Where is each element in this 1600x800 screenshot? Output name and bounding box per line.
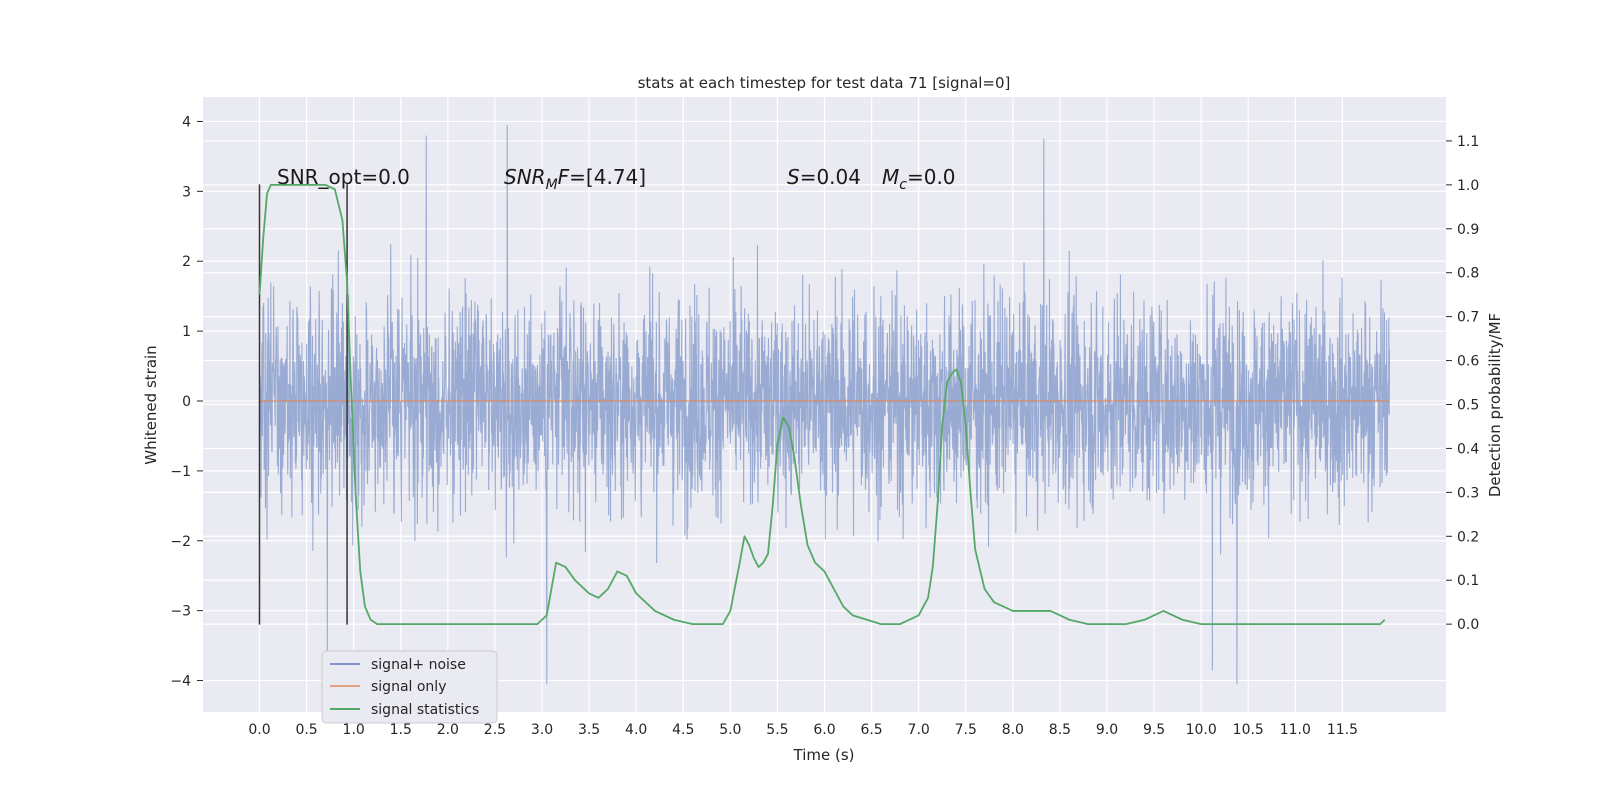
signal-noise-line <box>258 124 1391 685</box>
x-tick-label: 11.5 <box>1327 722 1358 738</box>
annotation-mc: Mc=0.0 <box>882 165 956 193</box>
x-tick-label: 3.5 <box>578 722 600 738</box>
y2-axis-label: Detection probability/MF <box>1486 313 1504 497</box>
s-value: =0.04 <box>800 165 861 189</box>
y2-tick-label: 0.3 <box>1457 485 1479 501</box>
x-tick-label: 8.5 <box>1049 722 1071 738</box>
y2-tick-label: 0.0 <box>1457 617 1479 633</box>
x-tick-label: 7.0 <box>908 722 930 738</box>
y-tick-label: −1 <box>170 464 191 480</box>
s-symbol: S <box>787 165 800 189</box>
annotation-snr-mf: SNRMF=[4.74] <box>504 165 646 193</box>
y2-tick-label: 0.5 <box>1457 398 1479 414</box>
legend-label-signal-statistics: signal statistics <box>371 702 479 718</box>
y-tick-label: 3 <box>182 184 191 200</box>
y-axis-label: Whitened strain <box>142 345 160 464</box>
chart-title: stats at each timestep for test data 71 … <box>638 74 1011 92</box>
y2-axis-ticks: 1.1 1.0 0.9 0.8 0.7 0.6 0.5 0.4 0.3 0.2 0.1 0.0 <box>1446 134 1479 633</box>
y2-tick-label: 0.6 <box>1457 354 1479 370</box>
x-axis-label: Time (s) <box>793 746 855 764</box>
annotation-snr-opt: SNR_opt=0.0 <box>277 165 410 189</box>
y2-tick-label: 0.8 <box>1457 266 1479 282</box>
x-tick-label: 4.5 <box>672 722 694 738</box>
y2-tick-label: 0.1 <box>1457 573 1479 589</box>
x-tick-label: 11.0 <box>1280 722 1311 738</box>
legend-box <box>321 650 498 724</box>
y2-tick-label: 1.1 <box>1457 134 1479 150</box>
y-tick-label: 2 <box>182 254 191 270</box>
signal-noise-series <box>258 124 1391 685</box>
legend-label-signal-noise: signal+ noise <box>371 657 466 673</box>
x-tick-label: 3.0 <box>531 722 553 738</box>
y2-tick-label: 1.0 <box>1457 178 1479 194</box>
mc-symbol: M <box>882 165 899 189</box>
signal-statistics-line <box>258 183 1386 626</box>
x-tick-label: 1.0 <box>343 722 365 738</box>
snr-mf-value: =[4.74] <box>569 165 646 189</box>
mc-value: =0.0 <box>907 165 956 189</box>
x-tick-label: 10.5 <box>1233 722 1264 738</box>
y-tick-label: −4 <box>170 674 191 690</box>
signal-statistics-series <box>258 183 1386 626</box>
x-tick-label: 7.5 <box>955 722 977 738</box>
x-tick-label: 0.5 <box>295 722 317 738</box>
x-tick-label: 6.5 <box>860 722 882 738</box>
x-tick-label: 2.5 <box>484 722 506 738</box>
legend: signal+ noise signal only signal statist… <box>321 650 498 724</box>
snr-mf-symbol: SNR <box>504 165 546 189</box>
x-tick-label: 0.0 <box>248 722 270 738</box>
y2-tick-label: 0.9 <box>1457 222 1479 238</box>
y-tick-label: 4 <box>182 114 191 130</box>
x-tick-label: 8.0 <box>1002 722 1024 738</box>
mc-subscript: c <box>899 177 907 193</box>
x-tick-label: 6.0 <box>813 722 835 738</box>
x-tick-label: 4.0 <box>625 722 647 738</box>
y-tick-label: 0 <box>182 394 191 410</box>
y-tick-label: 1 <box>182 324 191 340</box>
y-tick-label: −3 <box>170 604 191 620</box>
y-axis-ticks: 4 3 2 1 0 −1 −2 −3 −4 <box>170 114 203 690</box>
y2-tick-label: 0.4 <box>1457 441 1479 457</box>
y2-tick-label: 0.2 <box>1457 529 1479 545</box>
snr-mf-tail: F <box>558 165 570 189</box>
y-tick-label: −2 <box>170 534 191 550</box>
x-tick-label: 9.0 <box>1096 722 1118 738</box>
marker-lines <box>258 184 348 625</box>
x-tick-label: 1.5 <box>390 722 412 738</box>
x-tick-label: 2.0 <box>437 722 459 738</box>
x-tick-label: 5.5 <box>766 722 788 738</box>
x-axis-ticks: 0.0 0.5 1.0 1.5 2.0 2.5 3.0 3.5 4.0 4.5 5.0 5.5 6.0 6… <box>248 722 1358 738</box>
y2-tick-label: 0.7 <box>1457 310 1479 326</box>
annotation-s: S=0.04 <box>787 165 861 189</box>
x-tick-label: 9.5 <box>1143 722 1165 738</box>
x-tick-label: 10.0 <box>1186 722 1217 738</box>
legend-label-signal-only: signal only <box>371 679 446 695</box>
snr-mf-subscript: M <box>546 177 558 193</box>
x-tick-label: 5.0 <box>719 722 741 738</box>
